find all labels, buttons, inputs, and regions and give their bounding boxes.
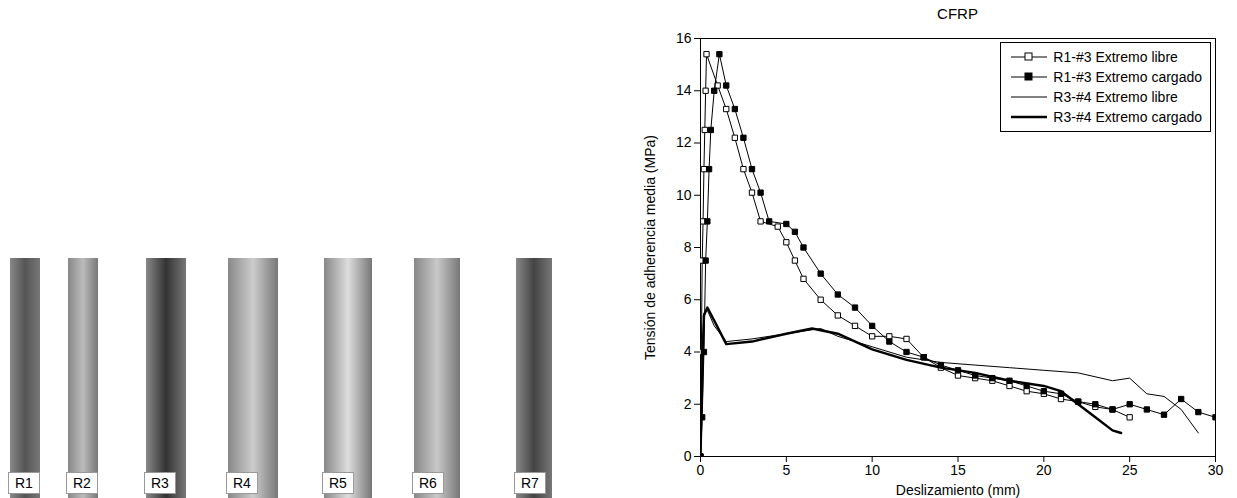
svg-text:2: 2 <box>684 396 692 412</box>
svg-text:14: 14 <box>676 82 692 98</box>
svg-text:6: 6 <box>684 291 692 307</box>
svg-text:25: 25 <box>1122 462 1138 478</box>
html-text:CFRP: CFRP <box>937 5 978 22</box>
svg-text:Deslizamiento (mm): Deslizamiento (mm) <box>896 482 1020 498</box>
html-text:R4: R4 <box>233 475 251 491</box>
svg-text:4: 4 <box>684 343 692 359</box>
html-text:R3-#4 Extremo cargado: R3-#4 Extremo cargado <box>1053 109 1202 125</box>
svg-text:12: 12 <box>676 134 692 150</box>
html-text:R5: R5 <box>329 475 347 491</box>
html-text:R1-#3 Extremo libre: R1-#3 Extremo libre <box>1053 49 1178 65</box>
svg-text:15: 15 <box>950 462 966 478</box>
svg-text:0: 0 <box>697 462 705 478</box>
svg-text:5: 5 <box>782 462 790 478</box>
html-text:R1-#3 Extremo cargado: R1-#3 Extremo cargado <box>1053 69 1202 85</box>
html-text:R2: R2 <box>73 475 91 491</box>
html-text:R1: R1 <box>15 475 33 491</box>
html-text:R3-#4 Extremo libre: R3-#4 Extremo libre <box>1053 89 1178 105</box>
html-text:R7: R7 <box>521 475 539 491</box>
svg-text:10: 10 <box>676 187 692 203</box>
svg-text:10: 10 <box>864 462 880 478</box>
svg-text:16: 16 <box>676 30 692 46</box>
html-text:R3: R3 <box>151 475 169 491</box>
svg-text:8: 8 <box>684 239 692 255</box>
svg-text:30: 30 <box>1208 462 1224 478</box>
svg-text:20: 20 <box>1036 462 1052 478</box>
svg-text:Tensión de adherencia media (M: Tensión de adherencia media (MPa) <box>642 135 658 360</box>
svg-text:0: 0 <box>684 448 692 464</box>
html-text:R6: R6 <box>419 475 437 491</box>
